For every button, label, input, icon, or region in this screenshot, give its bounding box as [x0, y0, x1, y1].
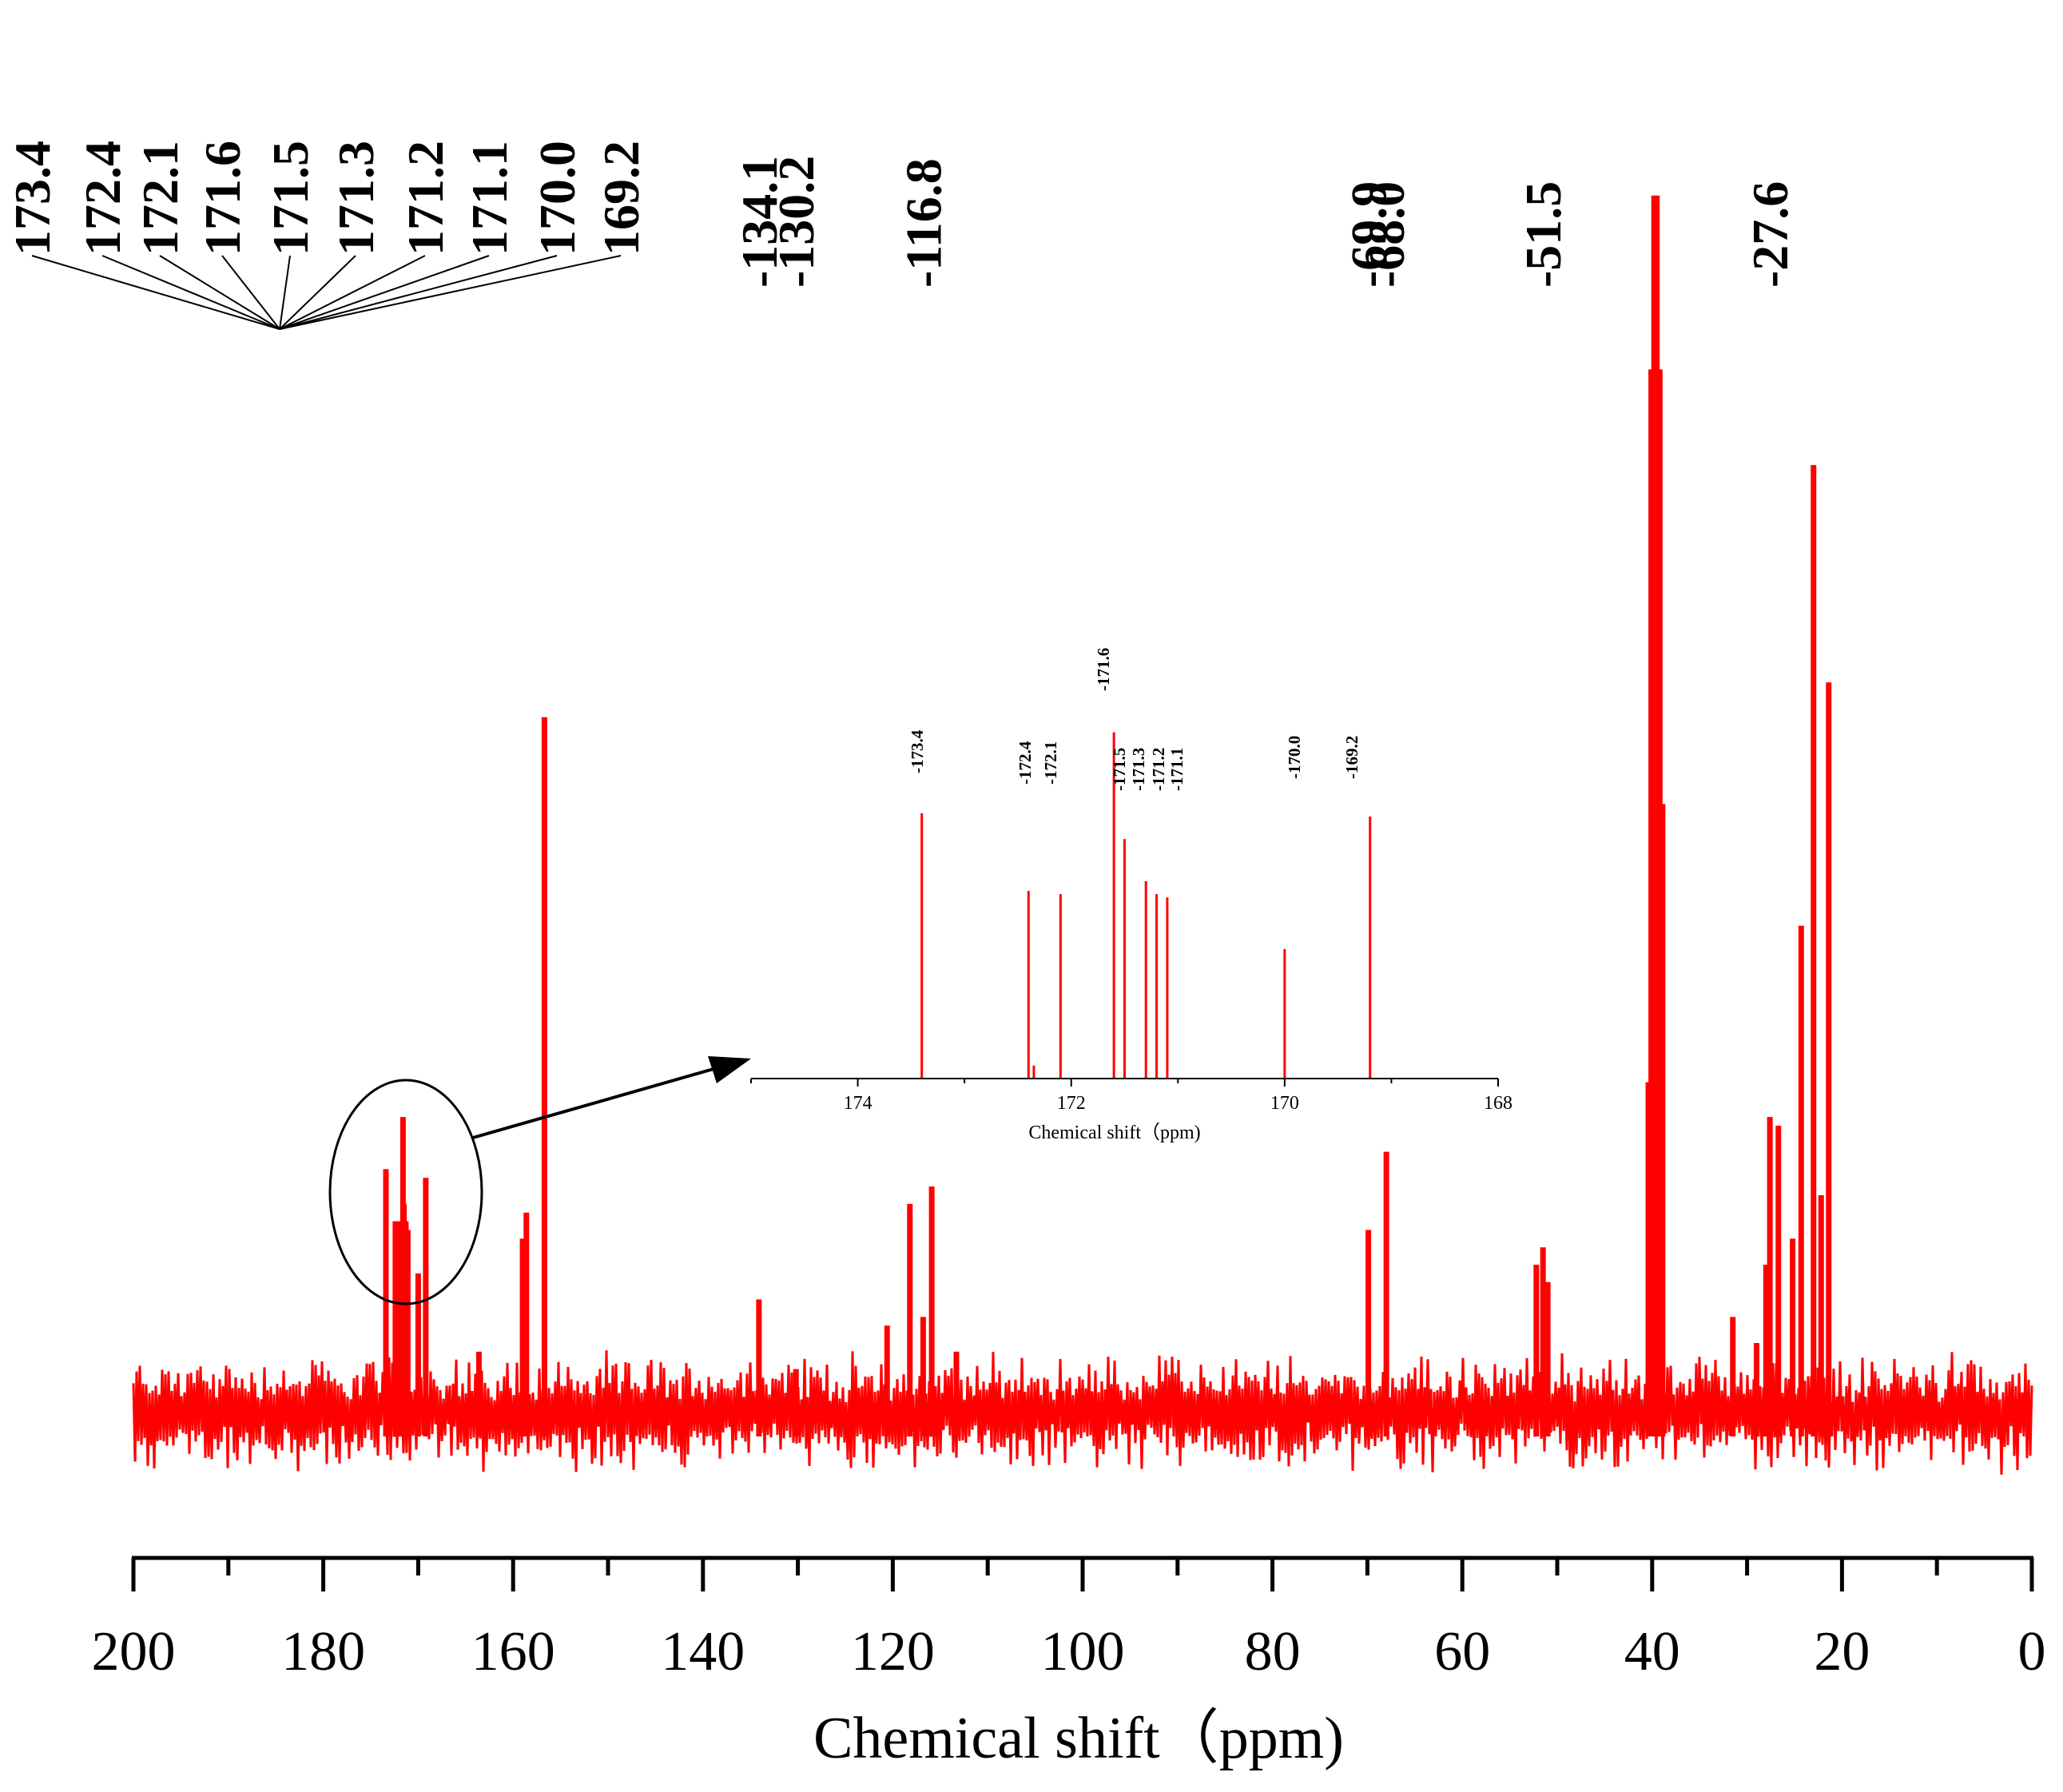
zoom-arrow-line: [472, 1066, 720, 1139]
tick-label: 80: [1245, 1621, 1301, 1683]
inset-x-axis: 174 172 170 168: [750, 1078, 1512, 1114]
tick-label: 160: [471, 1621, 555, 1683]
tick-label: 200: [92, 1621, 176, 1683]
inset-tick-label: 172: [1057, 1093, 1086, 1114]
inset-peak-label: -171.2: [1149, 748, 1168, 791]
label-leader-line: [159, 255, 280, 330]
inset-peak-label: -170.0: [1285, 736, 1304, 779]
inset-peak-label: -171.3: [1129, 748, 1148, 791]
tick-label: 0: [2018, 1621, 2046, 1683]
carbonyl-peak-label: 170.0: [529, 141, 586, 256]
zoom-indicator: [328, 1056, 751, 1305]
peak-shift-label: -134.1: [731, 156, 788, 288]
peak-shift-label: -130.2: [768, 156, 825, 288]
tick-label: 140: [661, 1621, 745, 1683]
label-leader-line: [279, 255, 558, 330]
noise-trace: [132, 1350, 2033, 1475]
zoom-arrow-head: [708, 1056, 751, 1083]
inset-peak-label: -169.2: [1342, 736, 1361, 779]
inset-peak-label: -171.5: [1110, 748, 1129, 791]
inset-tick-label: 168: [1484, 1093, 1512, 1114]
tick-label: 100: [1041, 1621, 1125, 1683]
x-axis: 200 180 160 140 120 100 80 60 40 20 0: [92, 1556, 2046, 1683]
label-leader-line: [279, 255, 356, 330]
peak-labels: 173.4 172.4 172.1 171.6 171.5 171.3 171.2 171.1…: [4, 141, 1799, 330]
label-leader-line: [279, 255, 490, 330]
label-leader-line: [221, 255, 280, 330]
inset-peak-label: -172.4: [1016, 741, 1035, 785]
carbonyl-peak-label: 171.2: [397, 141, 454, 256]
tick-label: 60: [1434, 1621, 1490, 1683]
carbonyl-peak-label: 173.4: [4, 141, 61, 256]
carbonyl-peak-label: 171.6: [194, 141, 251, 256]
inset-peak-label: -171.6: [1094, 648, 1113, 691]
tick-label: 20: [1814, 1621, 1870, 1683]
inset-peak-label: -172.1: [1041, 741, 1060, 785]
tick-label: 180: [281, 1621, 365, 1683]
baseline-noise: [132, 1350, 2033, 1475]
inset-peak-label: -173.4: [908, 729, 927, 773]
carbonyl-peak-label: 169.2: [593, 141, 650, 256]
inset-chart: -173.4 -172.4 -172.1-171.6-171.5 -171.3 -171…: [750, 648, 1512, 1143]
carbonyl-peak-label: 171.3: [328, 141, 384, 256]
label-leader-line: [279, 255, 291, 330]
inset-x-axis-label: Chemical shift（ppm): [1028, 1122, 1200, 1143]
inset-tick-label: 174: [844, 1093, 873, 1114]
label-leader-line: [101, 255, 280, 330]
inset-tick-label: 170: [1270, 1093, 1299, 1114]
carbonyl-peak-label: 171.1: [461, 141, 518, 256]
zoom-ellipse: [328, 1079, 483, 1305]
tick-label: 40: [1624, 1621, 1680, 1683]
peak-shift-label: -27.6: [1742, 181, 1799, 288]
carbonyl-peak-label: 171.5: [262, 141, 319, 256]
label-leader-line: [279, 255, 622, 330]
tick-label: 120: [851, 1621, 935, 1683]
carbonyl-peak-label: 172.1: [132, 141, 189, 256]
inset-peak-label: -171.1: [1167, 748, 1187, 791]
spectrum-peaks: [383, 195, 1832, 1436]
peak-shift-label: -68.0: [1358, 181, 1415, 288]
peak-shift-label: -51.5: [1515, 181, 1572, 288]
peak-shift-label: -116.8: [895, 158, 952, 288]
peak-shift-label: -69.9: [1341, 181, 1397, 288]
inset-peaks: -173.4 -172.4 -172.1-171.6-171.5 -171.3 -171…: [908, 648, 1372, 1079]
x-axis-label: Chemical shift（ppm): [813, 1706, 1344, 1771]
label-leader-line: [31, 255, 280, 330]
label-leader-line: [279, 255, 426, 330]
carbonyl-peak-label: 172.4: [74, 141, 131, 256]
